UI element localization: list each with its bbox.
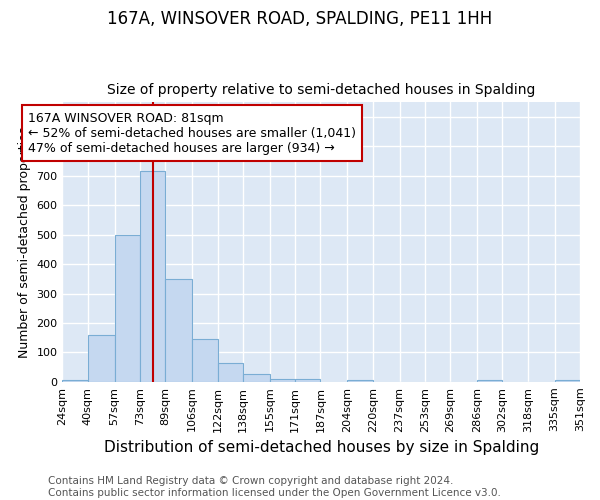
Text: 167A, WINSOVER ROAD, SPALDING, PE11 1HH: 167A, WINSOVER ROAD, SPALDING, PE11 1HH — [107, 10, 493, 28]
Bar — [62, 380, 88, 382]
Bar — [192, 339, 218, 382]
Bar — [477, 380, 502, 382]
Bar — [115, 234, 140, 382]
Title: Size of property relative to semi-detached houses in Spalding: Size of property relative to semi-detach… — [107, 83, 535, 97]
Bar — [554, 380, 580, 382]
Bar — [270, 379, 295, 382]
Bar — [88, 334, 115, 382]
Bar — [140, 172, 165, 382]
Bar — [295, 379, 320, 382]
Bar — [218, 362, 243, 382]
Y-axis label: Number of semi-detached properties: Number of semi-detached properties — [18, 126, 31, 358]
X-axis label: Distribution of semi-detached houses by size in Spalding: Distribution of semi-detached houses by … — [104, 440, 539, 455]
Text: 167A WINSOVER ROAD: 81sqm
← 52% of semi-detached houses are smaller (1,041)
47% : 167A WINSOVER ROAD: 81sqm ← 52% of semi-… — [28, 112, 356, 154]
Bar — [243, 374, 270, 382]
Bar — [165, 279, 192, 382]
Bar — [347, 380, 373, 382]
Text: Contains HM Land Registry data © Crown copyright and database right 2024.
Contai: Contains HM Land Registry data © Crown c… — [48, 476, 501, 498]
